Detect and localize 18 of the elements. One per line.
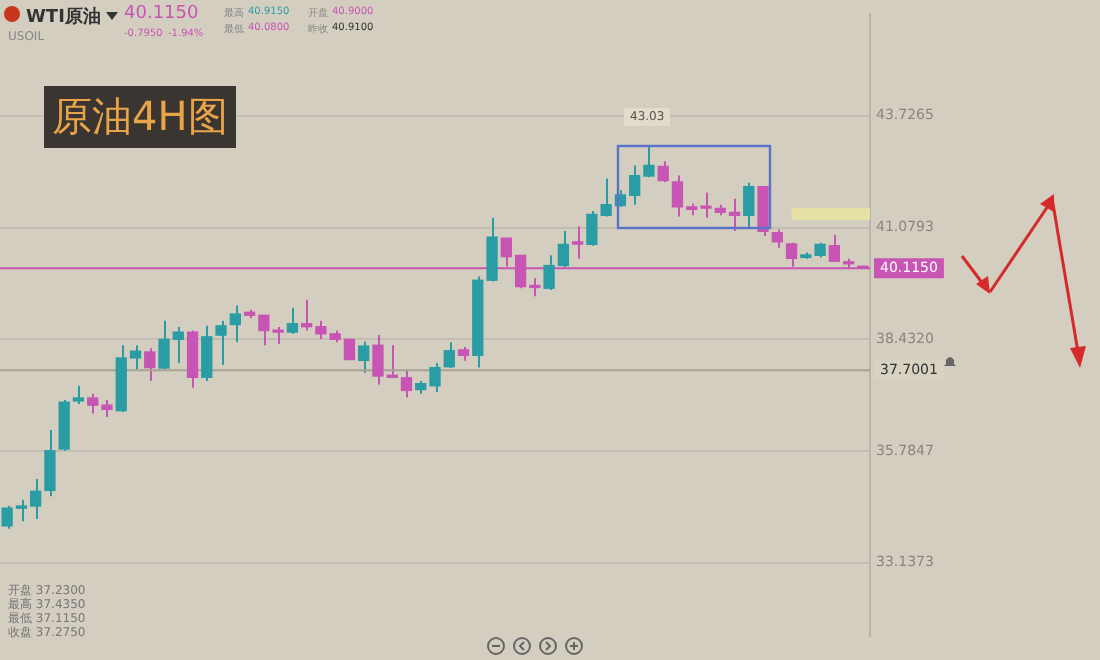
candlestick — [72, 384, 85, 405]
candlestick — [657, 160, 669, 183]
candlestick — [771, 228, 783, 249]
candlestick — [443, 341, 455, 370]
candlestick — [358, 340, 370, 374]
candlestick — [44, 429, 56, 498]
candlestick — [743, 181, 755, 230]
candlestick — [757, 185, 769, 237]
candlestick — [201, 324, 213, 383]
annotation: 原油4H图 — [44, 86, 236, 148]
candlestick — [186, 329, 199, 389]
candlestick — [571, 225, 584, 260]
candlestick — [229, 304, 241, 344]
candlestick — [144, 347, 156, 382]
candlestick — [286, 306, 299, 335]
annotation: 40.1150 — [124, 4, 199, 24]
chart-title: WTI原油 — [26, 4, 101, 30]
candlestick — [215, 319, 227, 367]
